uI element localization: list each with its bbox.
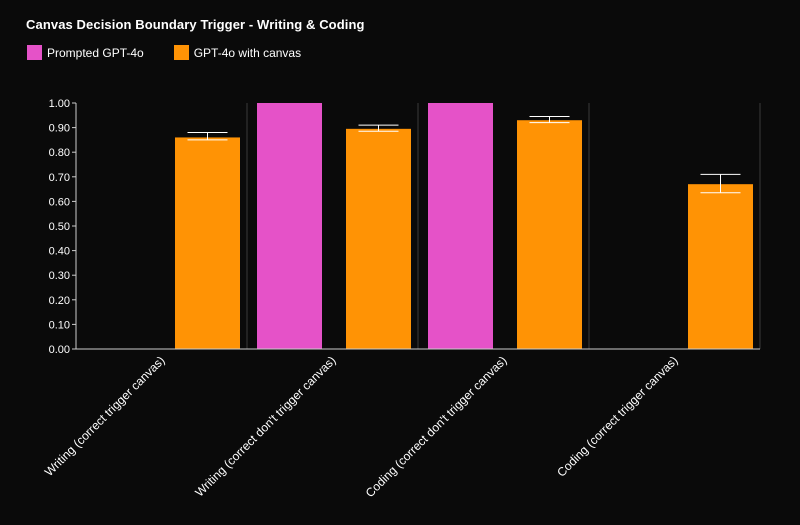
bar-gpt4o-canvas	[346, 128, 411, 349]
y-tick-label: 0.10	[49, 319, 70, 331]
legend-label-prompted-gpt4o: Prompted GPT-4o	[47, 45, 144, 60]
x-tick-label: Coding (correct don't trigger canvas)	[363, 353, 510, 500]
y-tick-label: 0.00	[49, 344, 70, 356]
legend-swatch-prompted-gpt4o	[27, 45, 42, 60]
y-tick-label: 0.90	[49, 123, 70, 135]
x-tick-label: Writing (correct don't trigger canvas)	[192, 353, 338, 499]
legend-swatch-gpt4o-canvas	[173, 45, 189, 60]
legend-item-gpt4o-canvas: GPT-4o with canvas	[173, 45, 302, 60]
x-tick-label: Coding (correct trigger canvas)	[554, 353, 680, 479]
y-tick-label: 0.70	[49, 172, 70, 184]
bar-prompted-gpt4o	[428, 103, 493, 349]
y-tick-label: 0.40	[49, 246, 70, 258]
bar-gpt4o-canvas	[517, 120, 582, 349]
chart-legend: Prompted GPT-4o GPT-4o with canvas	[27, 45, 331, 60]
bar-gpt4o-canvas	[688, 184, 753, 349]
y-tick-label: 0.30	[49, 270, 70, 282]
x-tick-label: Writing (correct trigger canvas)	[42, 353, 168, 479]
y-tick-label: 0.60	[49, 196, 70, 208]
y-tick-label: 0.20	[49, 295, 70, 307]
y-tick-label: 1.00	[49, 98, 70, 110]
legend-label-gpt4o-canvas: GPT-4o with canvas	[193, 45, 302, 60]
bar-gpt4o-canvas	[175, 137, 240, 349]
chart-title: Canvas Decision Boundary Trigger - Writi…	[26, 17, 365, 32]
y-tick-label: 0.80	[49, 147, 70, 159]
bar-prompted-gpt4o	[257, 103, 322, 349]
legend-item-prompted-gpt4o: Prompted GPT-4o	[27, 45, 144, 60]
y-tick-label: 0.50	[49, 221, 70, 233]
